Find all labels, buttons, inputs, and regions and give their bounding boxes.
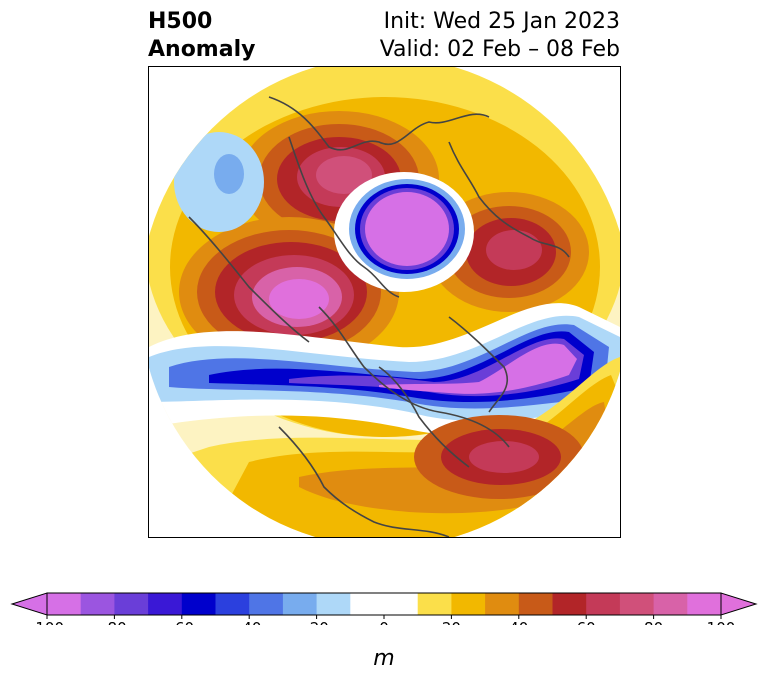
colorbar-tick-label: -20 [304, 619, 329, 625]
colorbar-segment [586, 593, 621, 615]
colorbar-tick-label: 40 [509, 619, 528, 625]
colorbar-segment [114, 593, 149, 615]
title-line-2: Anomaly [148, 37, 256, 62]
colorbar-tick-labels: -100 -80 -60 -40 -20 0 20 40 60 80 100 [30, 615, 735, 625]
chart-title: H500 Anomaly [148, 8, 255, 64]
chart-subtitle: Init: Wed 25 Jan 2023 Valid: 02 Feb – 08… [380, 8, 620, 64]
colorbar-segment [80, 593, 115, 615]
colorbar-tick-label: -60 [170, 619, 195, 625]
colorbar-tick-label: -100 [30, 619, 64, 625]
colorbar-tick-label: 60 [577, 619, 596, 625]
colorbar-segment [552, 593, 587, 615]
colorbar-extend-high [720, 592, 758, 616]
colorbar-segment [215, 593, 250, 615]
colorbar-segments [10, 592, 758, 616]
coastlines [188, 96, 570, 537]
colorbar-segment [47, 593, 82, 615]
colorbar-segment [350, 593, 385, 615]
colorbar-tick-label: -80 [102, 619, 127, 625]
colorbar-tick-label: 100 [707, 619, 736, 625]
colorbar-segment [316, 593, 351, 615]
colorbar-extend-low [10, 592, 48, 616]
colorbar-segment [653, 593, 688, 615]
colorbar-tick-label: 20 [442, 619, 461, 625]
anomaly-low-pacific [174, 132, 264, 232]
colorbar-segment [485, 593, 520, 615]
anomaly-map-svg [149, 67, 620, 537]
colorbar-segment [518, 593, 553, 615]
colorbar-segment [619, 593, 655, 615]
colorbar-segment [249, 593, 284, 615]
colorbar-segment [181, 593, 216, 615]
colorbar-segment [148, 593, 183, 615]
init-date: Init: Wed 25 Jan 2023 [383, 9, 620, 34]
colorbar-segment [687, 593, 722, 615]
colorbar-segment [417, 593, 452, 615]
colorbar-tick-label: 0 [379, 619, 389, 625]
anomaly-high-south [149, 357, 620, 537]
colorbar-label: m [373, 646, 395, 671]
colorbar-segment [282, 593, 318, 615]
colorbar: -100 -80 -60 -40 -20 0 20 40 60 80 100 [10, 592, 758, 625]
title-line-1: H500 [148, 9, 213, 34]
anomaly-low-polar [334, 172, 474, 292]
colorbar-tick-label: -40 [237, 619, 262, 625]
valid-range: Valid: 02 Feb – 08 Feb [379, 37, 620, 62]
colorbar-segment [451, 593, 486, 615]
colorbar-segment [384, 593, 419, 615]
anomaly-map [148, 66, 621, 538]
colorbar-tick-label: 80 [644, 619, 663, 625]
